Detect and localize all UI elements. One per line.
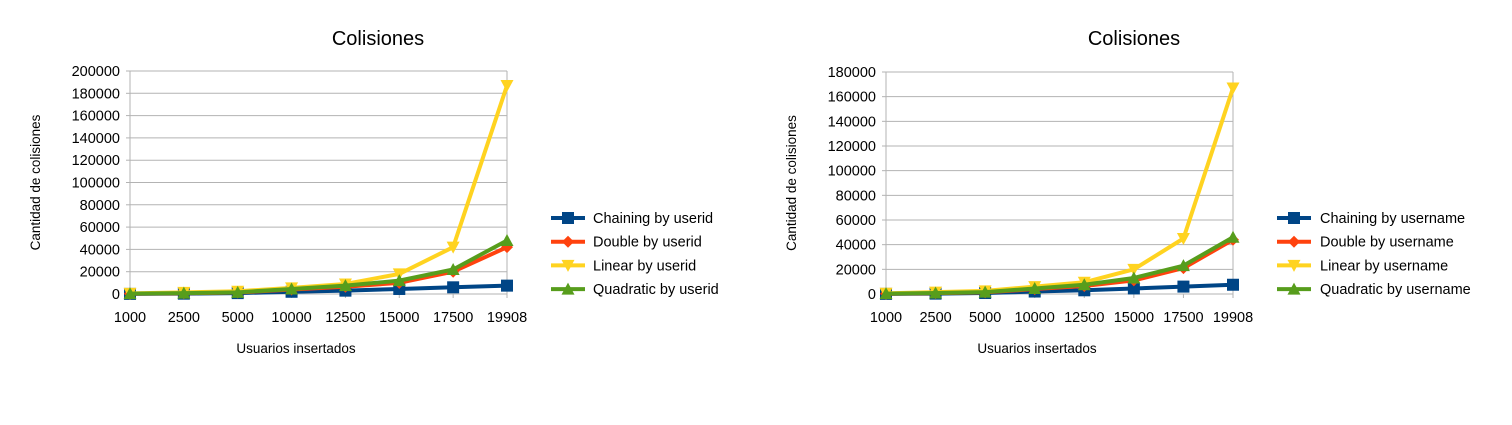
y-tick-label: 40000: [80, 242, 120, 258]
series-line: [885, 235, 1234, 296]
x-tick-label: 17500: [433, 310, 473, 326]
legend-marker: [1288, 235, 1300, 248]
data-point: [501, 279, 513, 292]
legend-label: Chaining by username: [1320, 211, 1465, 227]
data-point: [1176, 233, 1190, 245]
data-point: [1127, 271, 1141, 284]
y-tick-label: 20000: [836, 262, 876, 278]
x-tick-label: 19908: [487, 310, 527, 326]
data-point: [500, 79, 514, 92]
y-tick-label: 180000: [72, 86, 120, 102]
legend: Chaining by username Double by username Li…: [1277, 211, 1471, 298]
x-tick-label: 15000: [379, 310, 419, 326]
y-tick-label: 0: [868, 287, 876, 303]
legend-label: Quadratic by username: [1320, 282, 1471, 298]
legend-label: Double by userid: [593, 235, 702, 251]
y-tick-label: 0: [112, 287, 120, 303]
legend-marker: [1288, 212, 1300, 224]
y-tick-label: 100000: [72, 176, 120, 192]
x-tick-label: 12500: [1064, 310, 1104, 326]
y-axis-title: Cantidad de colisiones: [784, 115, 799, 251]
legend-marker: [561, 282, 575, 295]
data-point: [446, 262, 460, 275]
y-tick-label: 140000: [72, 131, 120, 147]
data-point: [446, 241, 460, 254]
series-triangle-up: [123, 233, 514, 300]
y-axis-title: Cantidad de colisiones: [28, 114, 43, 250]
y-tick-label: 180000: [828, 65, 876, 81]
data-point: [392, 274, 406, 287]
x-tick-label: 1000: [870, 310, 902, 326]
y-tick-label: 80000: [836, 188, 876, 204]
data-point: [285, 282, 299, 295]
data-point: [1127, 282, 1140, 295]
y-tick-label: 200000: [72, 64, 120, 80]
y-tick-label: 120000: [828, 139, 876, 155]
data-point: [1028, 281, 1042, 294]
x-axis-title: Usuarios insertados: [977, 341, 1097, 356]
data-point: [1176, 259, 1190, 272]
x-tick-label: 5000: [969, 310, 1001, 326]
x-tick-label: 17500: [1163, 310, 1203, 326]
x-axis-title: Usuarios insertados: [236, 341, 356, 356]
data-point: [123, 287, 137, 300]
y-tick-label: 160000: [828, 90, 876, 106]
y-tick-label: 60000: [836, 213, 876, 229]
legend-label: Linear by username: [1320, 258, 1448, 274]
data-point: [929, 286, 943, 299]
data-point: [447, 281, 460, 294]
y-tick-label: 140000: [828, 114, 876, 130]
x-tick-label: 1000: [114, 310, 146, 326]
x-tick-label: 12500: [325, 310, 365, 326]
legend-label: Double by username: [1320, 235, 1454, 251]
data-point: [1177, 280, 1190, 293]
legend-label: Linear by userid: [593, 258, 696, 274]
y-tick-label: 160000: [72, 109, 120, 125]
legend-marker: [561, 259, 575, 272]
legend-marker: [1287, 259, 1301, 272]
data-point: [978, 285, 992, 298]
y-tick-label: 20000: [80, 265, 120, 281]
x-tick-label: 2500: [919, 310, 951, 326]
x-tick-label: 5000: [222, 310, 254, 326]
data-point: [231, 285, 245, 298]
legend-marker: [1287, 282, 1301, 295]
data-point: [338, 279, 352, 292]
x-tick-label: 10000: [1015, 310, 1055, 326]
chart-title: Colisiones: [1088, 28, 1180, 50]
y-tick-label: 60000: [80, 220, 120, 236]
data-point: [1227, 278, 1239, 291]
data-point: [1127, 263, 1141, 276]
x-tick-label: 10000: [271, 310, 311, 326]
x-tick-label: 2500: [168, 310, 200, 326]
series-line: [885, 87, 1235, 296]
data-point: [1077, 278, 1091, 291]
legend-marker: [562, 212, 574, 224]
data-point: [1226, 82, 1240, 95]
data-point: [1226, 230, 1240, 243]
data-point: [500, 233, 514, 246]
legend: Chaining by userid Double by userid Linear…: [551, 211, 719, 298]
legend-label: Chaining by userid: [593, 211, 713, 227]
x-tick-label: 15000: [1114, 310, 1154, 326]
data-point: [879, 287, 893, 300]
legend-marker: [562, 235, 574, 248]
chart-title: Colisiones: [332, 28, 424, 50]
y-tick-label: 120000: [72, 153, 120, 169]
legend-label: Quadratic by userid: [593, 282, 719, 298]
y-tick-label: 100000: [828, 164, 876, 180]
line-chart-2: Colisiones 0 20000 40000 60000 80000 100000 120…: [784, 28, 1471, 356]
series-triangle-up: [879, 230, 1240, 300]
line-chart-1: Colisiones 0 20000 40000 60000 80000 100000 120…: [28, 28, 719, 356]
data-point: [177, 286, 191, 299]
y-tick-label: 40000: [836, 238, 876, 254]
x-tick-label: 19908: [1213, 310, 1253, 326]
series-line: [129, 238, 508, 296]
series-line: [129, 84, 509, 296]
y-tick-label: 80000: [80, 198, 120, 214]
